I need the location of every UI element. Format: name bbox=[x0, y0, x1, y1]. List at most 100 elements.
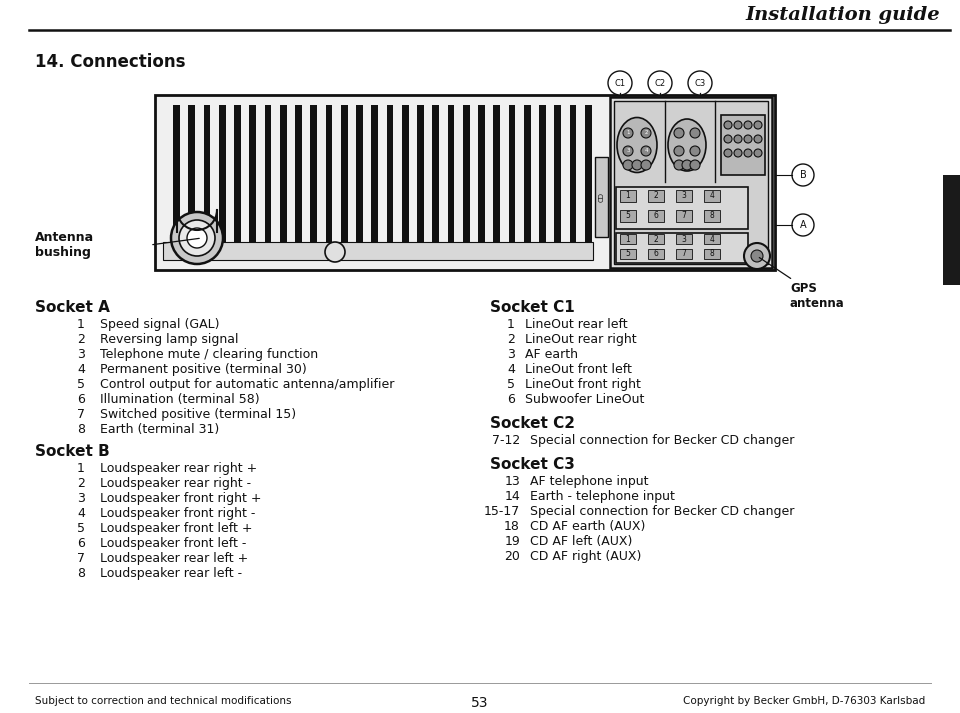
Bar bbox=[620, 234, 636, 244]
Text: 13: 13 bbox=[504, 475, 520, 488]
Bar bbox=[163, 242, 593, 260]
Circle shape bbox=[674, 128, 684, 138]
Circle shape bbox=[682, 160, 692, 170]
Text: 5: 5 bbox=[77, 378, 85, 391]
Circle shape bbox=[688, 71, 712, 95]
Text: Socket A: Socket A bbox=[35, 300, 109, 315]
Text: 14. Connections: 14. Connections bbox=[35, 53, 185, 71]
Text: AF earth: AF earth bbox=[525, 348, 578, 361]
Bar bbox=[432, 105, 439, 260]
Text: 1: 1 bbox=[507, 318, 515, 331]
Text: Reversing lamp signal: Reversing lamp signal bbox=[100, 333, 238, 346]
Bar bbox=[295, 105, 301, 260]
Circle shape bbox=[744, 149, 752, 157]
Text: 3: 3 bbox=[682, 192, 686, 200]
Bar bbox=[417, 105, 424, 260]
Text: Loudspeaker rear right +: Loudspeaker rear right + bbox=[100, 462, 257, 475]
Bar bbox=[616, 233, 748, 263]
Text: Loudspeaker front right +: Loudspeaker front right + bbox=[100, 492, 261, 505]
Text: LineOut front right: LineOut front right bbox=[525, 378, 641, 391]
Text: CD: CD bbox=[599, 192, 605, 202]
Text: Copyright by Becker GmbH, D-76303 Karlsbad: Copyright by Becker GmbH, D-76303 Karlsb… bbox=[683, 696, 925, 706]
Circle shape bbox=[734, 149, 742, 157]
Circle shape bbox=[754, 135, 762, 143]
Text: 6: 6 bbox=[507, 393, 515, 406]
Bar bbox=[387, 105, 394, 260]
Circle shape bbox=[179, 220, 215, 256]
Text: Control output for automatic antenna/amplifier: Control output for automatic antenna/amp… bbox=[100, 378, 395, 391]
Text: C2: C2 bbox=[655, 78, 665, 88]
Circle shape bbox=[744, 243, 770, 269]
Circle shape bbox=[187, 228, 207, 248]
Text: 53: 53 bbox=[471, 696, 489, 710]
Circle shape bbox=[751, 250, 763, 262]
Circle shape bbox=[744, 121, 752, 129]
Text: 3: 3 bbox=[682, 235, 686, 244]
Text: 15-17: 15-17 bbox=[484, 505, 520, 518]
Bar bbox=[704, 249, 720, 259]
Bar bbox=[155, 95, 775, 270]
Text: Switched positive (terminal 15): Switched positive (terminal 15) bbox=[100, 408, 296, 421]
Text: Subwoofer LineOut: Subwoofer LineOut bbox=[525, 393, 644, 406]
Circle shape bbox=[744, 135, 752, 143]
Circle shape bbox=[608, 71, 632, 95]
Circle shape bbox=[792, 164, 814, 186]
Text: 2: 2 bbox=[654, 192, 659, 200]
Bar bbox=[616, 187, 748, 229]
Circle shape bbox=[754, 149, 762, 157]
Text: 4: 4 bbox=[507, 363, 515, 376]
Bar bbox=[648, 190, 664, 202]
Bar bbox=[341, 105, 348, 260]
Text: 7-12: 7-12 bbox=[492, 434, 520, 447]
Text: 7: 7 bbox=[682, 212, 686, 220]
Text: 3: 3 bbox=[77, 348, 85, 361]
Text: AF telephone input: AF telephone input bbox=[530, 475, 649, 488]
Circle shape bbox=[641, 146, 651, 156]
Bar bbox=[539, 105, 546, 260]
Circle shape bbox=[724, 121, 732, 129]
Bar bbox=[704, 210, 720, 222]
Text: Socket C2: Socket C2 bbox=[490, 416, 575, 431]
Ellipse shape bbox=[617, 118, 657, 173]
Text: 4: 4 bbox=[709, 192, 714, 200]
Circle shape bbox=[690, 146, 700, 156]
Text: CD AF earth (AUX): CD AF earth (AUX) bbox=[530, 520, 645, 533]
Text: 8: 8 bbox=[77, 567, 85, 580]
Text: CD AF right (AUX): CD AF right (AUX) bbox=[530, 550, 641, 563]
Text: Loudspeaker front right -: Loudspeaker front right - bbox=[100, 507, 255, 520]
Text: Socket B: Socket B bbox=[35, 444, 109, 459]
Text: 2: 2 bbox=[507, 333, 515, 346]
Text: Special connection for Becker CD changer: Special connection for Becker CD changer bbox=[530, 505, 794, 518]
Circle shape bbox=[623, 146, 633, 156]
Bar bbox=[325, 105, 332, 260]
Text: LineOut rear right: LineOut rear right bbox=[525, 333, 636, 346]
Bar bbox=[648, 234, 664, 244]
Text: Illumination (terminal 58): Illumination (terminal 58) bbox=[100, 393, 259, 406]
Bar bbox=[704, 190, 720, 202]
Circle shape bbox=[641, 160, 651, 170]
Text: 8: 8 bbox=[77, 423, 85, 436]
Bar bbox=[620, 210, 636, 222]
Bar bbox=[676, 234, 692, 244]
Text: Loudspeaker rear left +: Loudspeaker rear left + bbox=[100, 552, 249, 565]
Text: 6: 6 bbox=[654, 250, 659, 259]
Text: 14: 14 bbox=[504, 490, 520, 503]
Bar bbox=[524, 105, 531, 260]
Bar bbox=[676, 210, 692, 222]
Text: 7: 7 bbox=[682, 250, 686, 259]
Bar bbox=[250, 105, 256, 260]
Text: A: A bbox=[800, 220, 806, 230]
Text: 18: 18 bbox=[504, 520, 520, 533]
Bar bbox=[943, 175, 960, 285]
Text: Installation guide: Installation guide bbox=[745, 6, 940, 24]
Text: 1: 1 bbox=[626, 130, 630, 135]
Bar bbox=[265, 105, 272, 260]
Text: Permanent positive (terminal 30): Permanent positive (terminal 30) bbox=[100, 363, 307, 376]
Text: 1: 1 bbox=[626, 192, 631, 200]
Text: 2: 2 bbox=[77, 477, 85, 490]
Circle shape bbox=[734, 121, 742, 129]
Bar bbox=[310, 105, 317, 260]
Circle shape bbox=[171, 212, 223, 264]
Text: 2: 2 bbox=[654, 235, 659, 244]
Text: 4: 4 bbox=[77, 363, 85, 376]
